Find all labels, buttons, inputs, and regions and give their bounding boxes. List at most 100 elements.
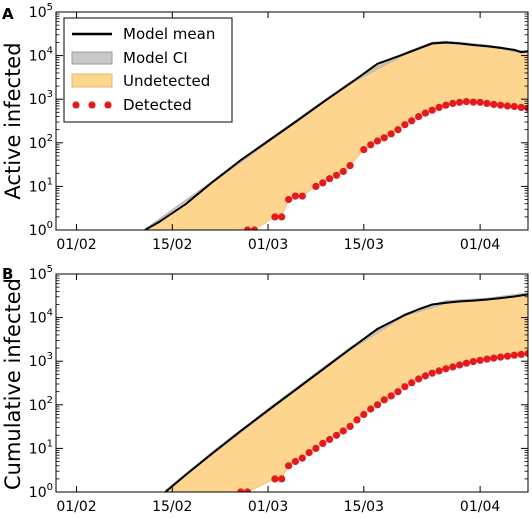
panel-label-b: B <box>2 265 13 283</box>
model-ci-band <box>165 292 528 492</box>
detected-point <box>312 444 320 452</box>
y-axis-label: Cumulative infected <box>1 278 25 490</box>
detected-point <box>305 449 313 457</box>
detected-point <box>503 102 512 110</box>
detected-point <box>449 363 457 371</box>
x-tick-label: 15/02 <box>152 237 192 253</box>
detected-point <box>353 416 361 424</box>
detected-point <box>428 369 436 377</box>
detected-point <box>278 475 286 483</box>
detected-point <box>387 392 395 400</box>
detected-point <box>442 365 450 373</box>
detected-point <box>312 182 320 190</box>
detected-point <box>373 401 382 409</box>
x-tick-label: 01/03 <box>248 237 288 253</box>
y-axis: 100 101 102 103 104 105 <box>29 2 528 239</box>
panel-active-infected: A Active infected 01/02 15/02 01/03 15/03 01… <box>1 2 529 253</box>
detected-point <box>469 358 477 366</box>
detected-point <box>285 462 293 470</box>
detected-point <box>490 100 498 108</box>
detected-point <box>517 350 525 358</box>
detected-point <box>524 104 528 112</box>
detected-point <box>428 106 436 114</box>
detected-point <box>380 134 388 142</box>
detected-point <box>319 439 327 447</box>
detected-point <box>394 126 402 134</box>
legend-label-mean: Model mean <box>123 25 215 43</box>
detected-point <box>456 98 464 106</box>
plot-frame <box>55 11 529 231</box>
detected-point <box>517 103 525 111</box>
detected-point <box>367 405 375 413</box>
detected-point <box>408 117 416 125</box>
detected-point <box>476 98 484 106</box>
x-tick-label: 15/02 <box>152 499 192 515</box>
detected-point <box>497 353 505 361</box>
legend-label-detected: Detected <box>123 96 192 114</box>
y-tick-label: 102 <box>29 395 53 414</box>
y-tick-label: 105 <box>29 264 53 283</box>
panel-cumulative-infected: B Cumulative infected 01/02 15/02 01/03 15/… <box>1 264 529 515</box>
y-tick-label: 103 <box>29 89 53 108</box>
legend-swatch-undetected <box>71 73 113 88</box>
detected-point <box>497 101 505 109</box>
detected-point <box>243 226 252 230</box>
plot-frame <box>55 273 529 493</box>
undetected-area <box>165 293 528 492</box>
detected-point <box>408 379 416 387</box>
detected-point <box>510 102 518 111</box>
detected-point <box>339 427 347 435</box>
detected-point <box>503 352 512 360</box>
legend: Model mean Model CI Undetected Detected <box>63 17 233 123</box>
detected-point <box>332 171 341 179</box>
detected-point <box>435 103 443 111</box>
y-axis: 100 101 102 103 104 105 <box>29 264 528 501</box>
detected-point <box>278 213 286 221</box>
detected-point <box>462 359 470 367</box>
y-tick-label: 100 <box>29 482 53 501</box>
y-tick-label: 104 <box>29 308 53 327</box>
y-tick-label: 101 <box>29 438 53 457</box>
detected-point <box>524 349 528 358</box>
detected-series <box>243 98 528 230</box>
legend-dot <box>104 101 112 109</box>
detected-point <box>510 351 518 359</box>
y-tick-label: 101 <box>29 176 53 195</box>
y-tick-label: 104 <box>29 46 53 65</box>
detected-point <box>360 146 368 154</box>
detected-point <box>401 383 409 391</box>
y-tick-label: 100 <box>29 220 53 239</box>
detected-point <box>415 113 423 121</box>
detected-point <box>326 175 334 183</box>
detected-point <box>332 431 341 439</box>
detected-point <box>339 167 347 176</box>
detected-point <box>483 355 491 363</box>
detected-point <box>435 367 443 375</box>
legend-swatch-ci <box>71 51 113 65</box>
legend-dot <box>88 101 96 109</box>
detected-point <box>271 475 279 483</box>
detected-point <box>291 457 299 466</box>
detected-point <box>469 98 477 106</box>
detected-point <box>476 356 484 364</box>
detected-point <box>298 454 306 462</box>
detected-point <box>462 98 470 106</box>
detected-point <box>285 195 293 204</box>
detected-point <box>449 99 457 107</box>
x-tick-label: 01/02 <box>56 237 96 253</box>
x-axis: 01/02 15/02 01/03 15/03 01/04 <box>56 274 500 515</box>
detected-point <box>394 388 402 396</box>
legend-label-undetected: Undetected <box>123 72 210 90</box>
detected-point <box>326 435 334 444</box>
detected-point <box>442 101 450 109</box>
x-tick-label: 15/03 <box>344 499 384 515</box>
detected-point <box>401 121 409 129</box>
detected-point <box>243 488 252 492</box>
detected-point <box>456 361 464 369</box>
y-tick-label: 103 <box>29 351 53 370</box>
x-tick-label: 01/04 <box>460 237 500 253</box>
detected-point <box>415 375 423 383</box>
detected-point <box>490 354 498 362</box>
y-tick-label: 102 <box>29 133 53 152</box>
detected-point <box>387 130 395 138</box>
